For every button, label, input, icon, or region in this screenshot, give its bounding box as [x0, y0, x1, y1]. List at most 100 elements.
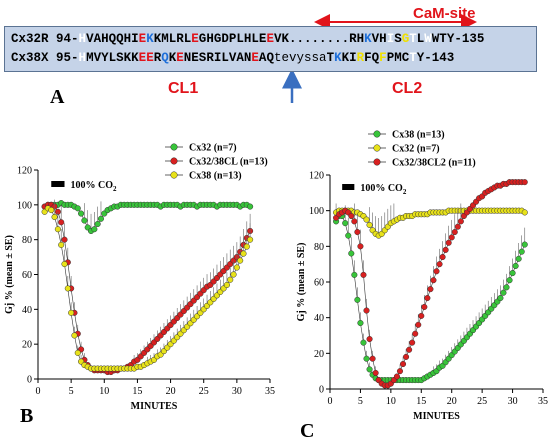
x-tick-label: 20: [447, 396, 457, 407]
data-point: [439, 253, 446, 261]
x-tick-label: 15: [416, 396, 426, 407]
data-point: [342, 220, 349, 227]
data-point: [360, 339, 367, 346]
seq-start: 94-: [56, 32, 79, 46]
data-point: [418, 312, 425, 319]
data-point: [399, 360, 407, 368]
seq-name: Cx38X: [11, 51, 49, 65]
data-point: [369, 355, 376, 362]
data-point: [97, 215, 105, 222]
data-point: [406, 346, 413, 353]
data-point: [509, 270, 516, 277]
data-point: [247, 236, 254, 243]
x-tick-label: 35: [538, 396, 548, 407]
data-point: [345, 232, 352, 239]
data-point: [521, 241, 528, 248]
y-tick-label: 0: [27, 375, 32, 386]
co2-bar: [342, 184, 355, 190]
x-tick-label: 0: [328, 396, 333, 407]
x-tick-label: 10: [386, 396, 396, 407]
x-tick-label: 0: [36, 386, 41, 397]
legend-marker: [170, 143, 178, 151]
data-point: [436, 261, 443, 268]
data-point: [521, 179, 528, 186]
sequence-cx32r: Cx32R 94-HVAHQQHIEKKMLRLEGHGDPLHLEEVK...…: [11, 32, 485, 46]
data-point: [454, 223, 461, 230]
data-point: [64, 285, 71, 292]
chart-c: 0 20 40 60 80 100 120 0 5 10 15 20 25 30 35 MINUTES Gj %…: [296, 130, 548, 423]
seq-end: -143: [424, 51, 455, 65]
data-point: [521, 209, 528, 216]
data-point: [58, 241, 65, 248]
x-tick-label: 25: [477, 396, 487, 407]
seq-start: 95-: [56, 51, 79, 65]
data-point: [403, 353, 410, 360]
data-point: [412, 330, 419, 337]
x-tick-label: 35: [265, 386, 275, 397]
co2-subscript: 2: [403, 188, 407, 196]
x-tick-label: 5: [69, 386, 74, 397]
data-point: [94, 220, 101, 228]
legend-marker: [170, 157, 178, 165]
panel-b-label: B: [20, 405, 34, 427]
data-point: [497, 295, 504, 302]
x-axis-label: MINUTES: [413, 411, 460, 422]
data-point: [74, 205, 81, 212]
data-point: [58, 219, 65, 226]
x-tick-label: 20: [166, 386, 176, 397]
data-point: [357, 243, 364, 250]
legend-label: Cx32/38CL (n=13): [189, 157, 268, 168]
legend-marker: [373, 158, 381, 166]
data-point: [409, 339, 416, 346]
data-point: [247, 203, 254, 210]
data-point: [91, 226, 98, 233]
data-point: [223, 281, 230, 288]
data-point: [393, 373, 400, 380]
data-point: [372, 369, 379, 376]
y-tick-label: 100: [17, 200, 32, 211]
chart-b: 0 20 40 60 80 100 120 0 5 10 15 20 25 30 35 MINUTES Gj %…: [4, 143, 275, 413]
data-point: [415, 321, 422, 328]
legend-marker: [170, 171, 178, 179]
legend-marker: [373, 130, 381, 138]
data-point: [71, 332, 78, 339]
data-point: [500, 289, 507, 296]
data-point: [445, 239, 452, 246]
x-tick-label: 15: [132, 386, 142, 397]
data-point: [448, 234, 455, 241]
co2-bar: [51, 181, 65, 187]
data-point: [427, 286, 434, 293]
series-2: [41, 199, 254, 372]
co2-subscript: 2: [113, 185, 117, 193]
data-point: [363, 355, 370, 362]
data-point: [348, 212, 355, 220]
data-point: [243, 243, 250, 250]
cl2-label: CL2: [392, 80, 423, 97]
legend-label: Cx32 (n=7): [392, 144, 440, 155]
y-tick-label: 100: [309, 206, 324, 217]
data-point: [430, 277, 437, 284]
data-point: [424, 295, 431, 302]
series-1: [333, 203, 528, 239]
data-point: [366, 221, 373, 228]
data-point: [518, 248, 525, 255]
y-tick-label: 40: [314, 313, 324, 324]
series-0: [41, 200, 254, 235]
data-point: [351, 218, 358, 225]
data-point: [451, 229, 458, 236]
data-point: [360, 271, 367, 278]
data-point: [227, 276, 234, 283]
x-tick-label: 30: [232, 386, 242, 397]
y-tick-label: 20: [314, 349, 324, 360]
legend-label: Cx32/38CL2 (n=11): [392, 158, 476, 169]
data-point: [503, 284, 510, 291]
data-point: [237, 257, 244, 264]
x-tick-label: 10: [99, 386, 109, 397]
data-point: [81, 217, 88, 224]
data-point: [363, 307, 370, 314]
y-tick-label: 80: [314, 242, 324, 253]
legend-marker: [373, 144, 381, 152]
data-point: [421, 303, 428, 311]
y-tick-label: 20: [22, 340, 32, 351]
